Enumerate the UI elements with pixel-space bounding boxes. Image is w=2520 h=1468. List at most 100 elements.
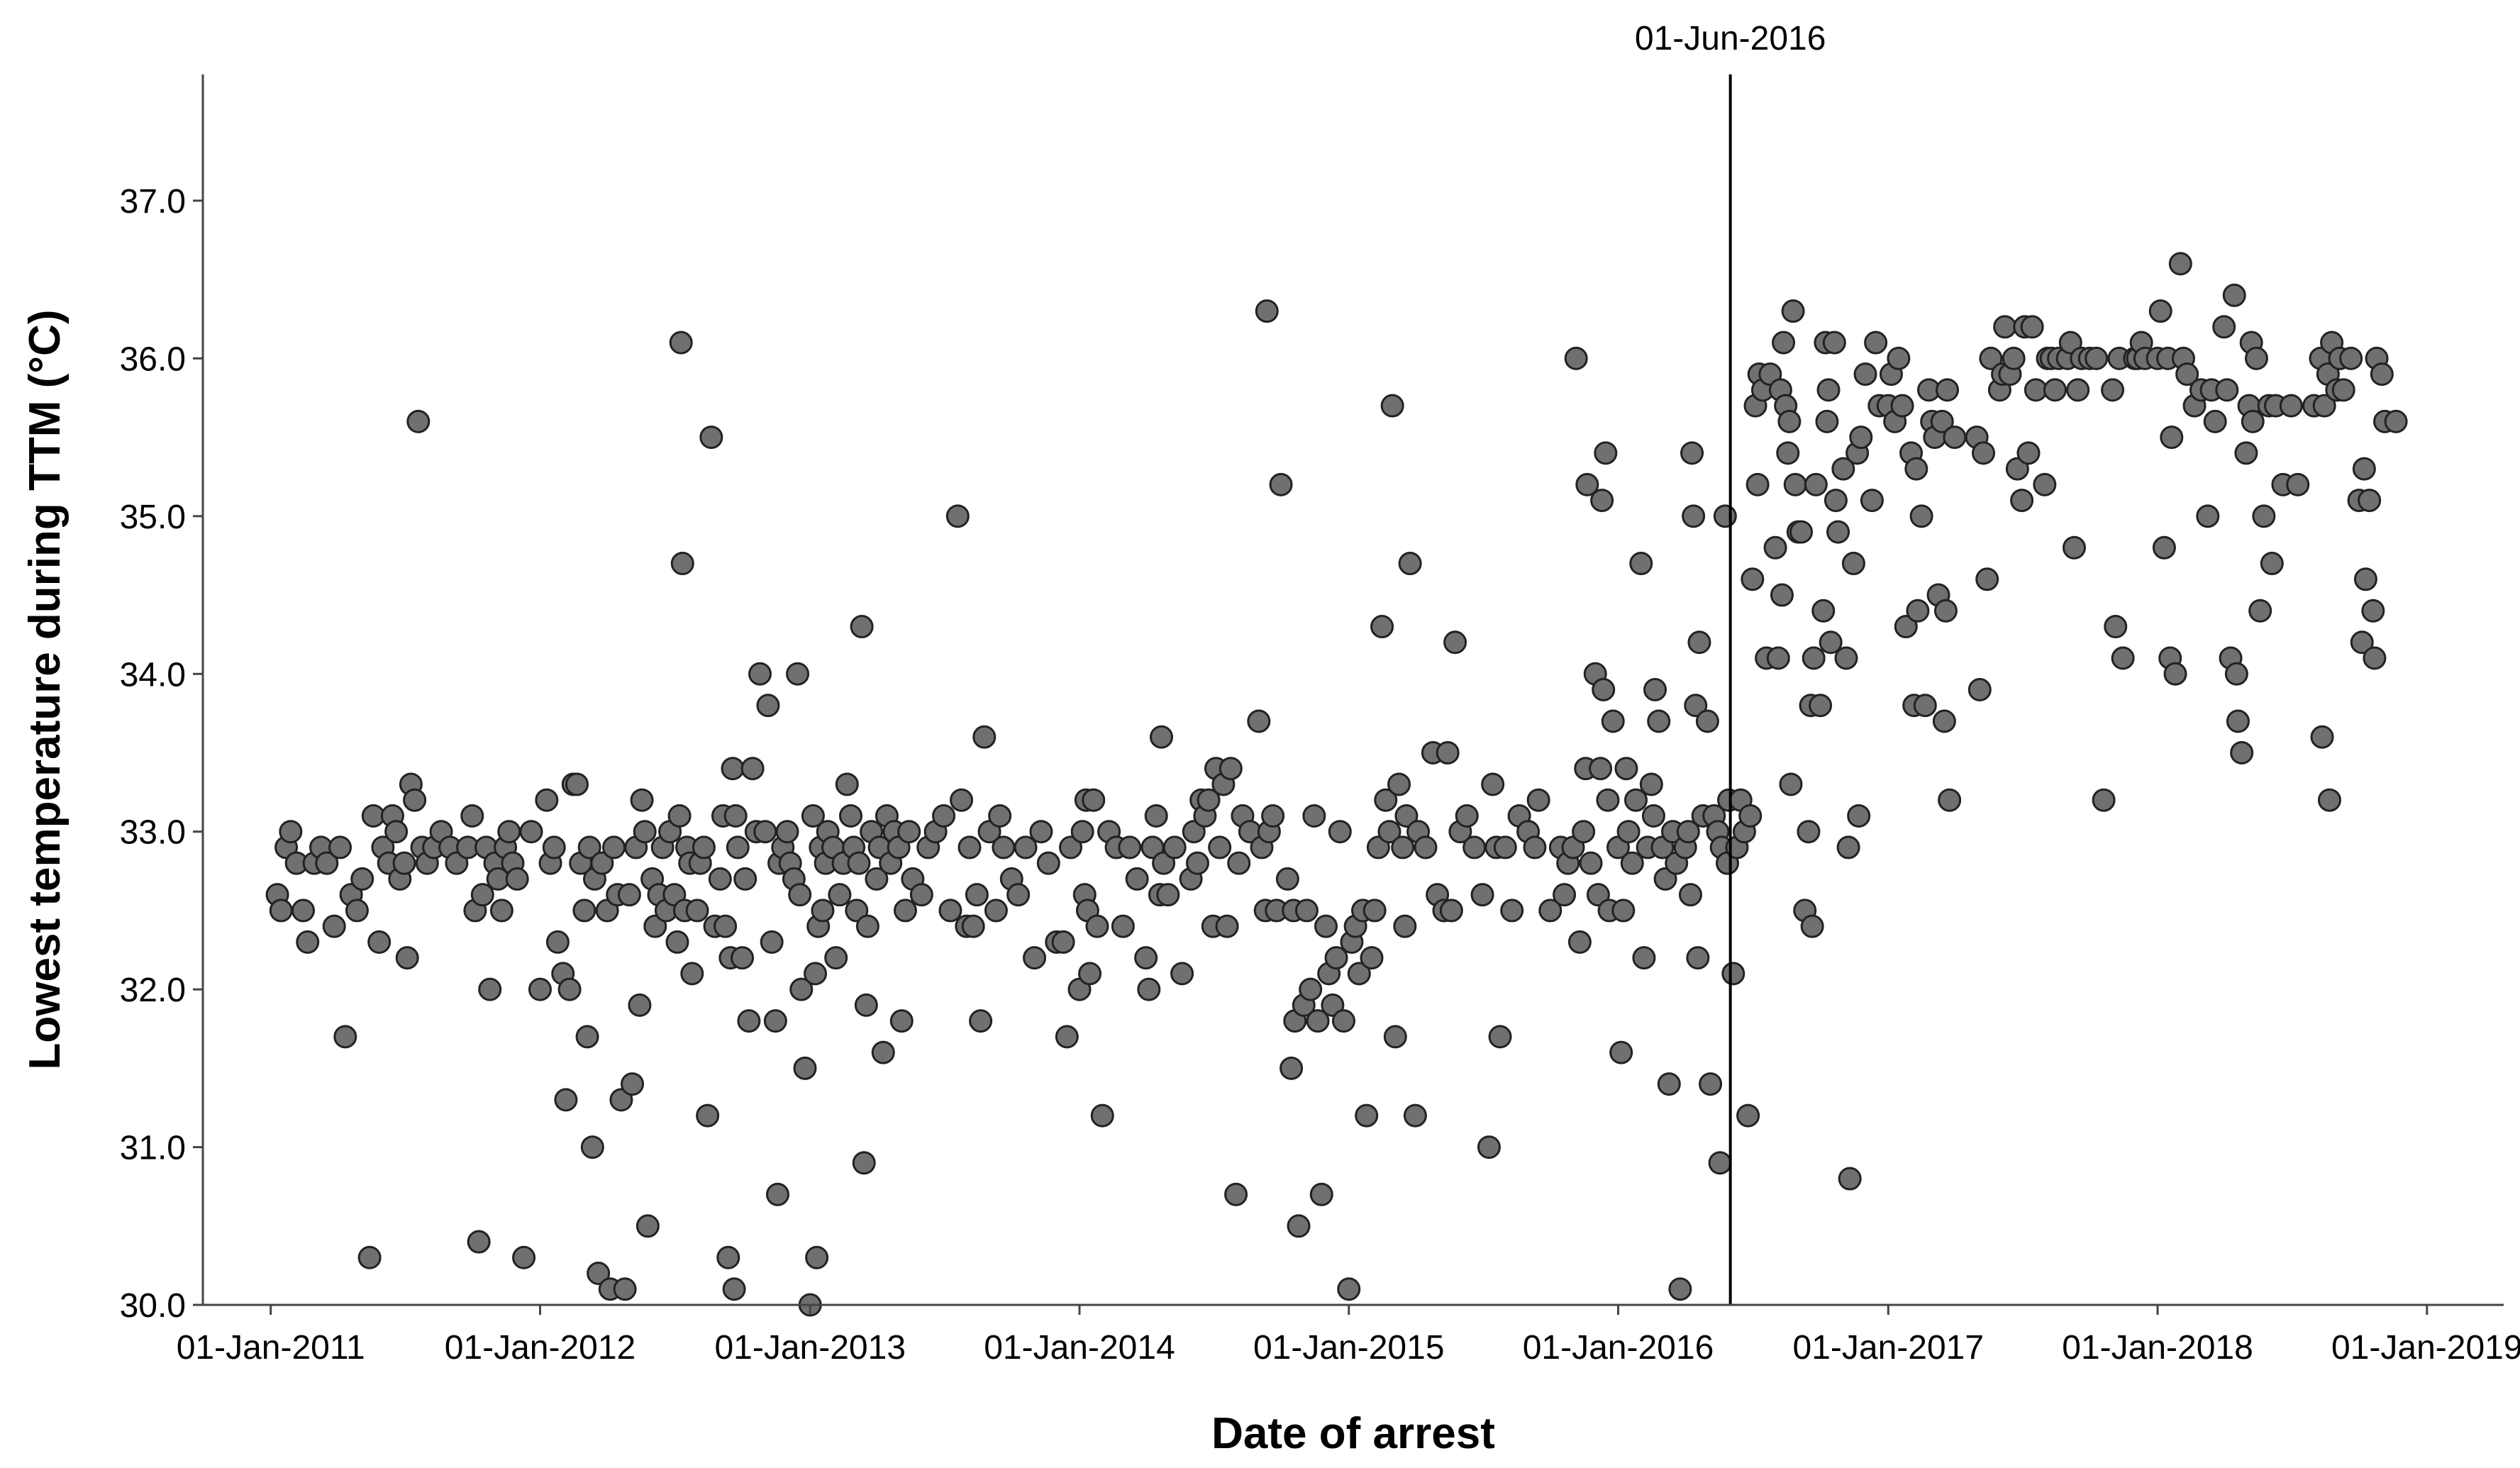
data-point bbox=[565, 772, 589, 796]
data-point bbox=[1488, 1025, 1512, 1049]
y-tick-label: 35.0 bbox=[120, 499, 186, 536]
data-point bbox=[938, 899, 962, 923]
data-point bbox=[1403, 1103, 1427, 1128]
data-point bbox=[665, 930, 689, 954]
data-point bbox=[1269, 472, 1293, 496]
data-point bbox=[1391, 835, 1415, 860]
data-point bbox=[1841, 552, 1865, 576]
data-point bbox=[1979, 346, 2003, 370]
data-point bbox=[1085, 914, 1109, 938]
data-point bbox=[445, 851, 469, 875]
data-point bbox=[2252, 504, 2276, 528]
data-point bbox=[1629, 552, 1653, 576]
data-point bbox=[1930, 409, 1954, 433]
data-point bbox=[847, 851, 871, 875]
data-point bbox=[1170, 962, 1194, 986]
x-tick-label: 01-Jan-2013 bbox=[714, 1329, 906, 1367]
data-point bbox=[1590, 489, 1614, 513]
data-point bbox=[333, 1025, 357, 1049]
data-point bbox=[716, 1245, 740, 1269]
data-point bbox=[1676, 820, 1700, 844]
data-point bbox=[722, 1277, 746, 1301]
data-point bbox=[2241, 409, 2265, 433]
data-point bbox=[1215, 914, 1239, 938]
data-point bbox=[1682, 504, 1706, 528]
data-point bbox=[748, 662, 772, 686]
data-point bbox=[1370, 615, 1394, 639]
data-point bbox=[1036, 851, 1060, 875]
data-point bbox=[1887, 346, 1911, 370]
data-point bbox=[760, 930, 784, 954]
data-point bbox=[1657, 1072, 1681, 1096]
data-point bbox=[643, 914, 667, 938]
data-point bbox=[505, 867, 529, 891]
data-point bbox=[1538, 899, 1562, 923]
data-point bbox=[753, 820, 777, 844]
data-point bbox=[1197, 788, 1221, 812]
data-point bbox=[1414, 835, 1438, 860]
data-point bbox=[1523, 835, 1547, 860]
data-point bbox=[1849, 426, 1873, 450]
data-point bbox=[1575, 472, 1599, 496]
data-point bbox=[854, 993, 878, 1017]
data-point bbox=[2160, 426, 2184, 450]
data-point bbox=[1586, 883, 1610, 907]
data-point bbox=[2215, 378, 2239, 402]
data-point bbox=[367, 930, 392, 954]
data-point bbox=[580, 1135, 604, 1160]
data-point bbox=[2005, 457, 2029, 481]
data-point bbox=[1255, 299, 1279, 323]
data-point bbox=[1975, 567, 1999, 591]
data-point bbox=[2212, 315, 2236, 339]
data-point bbox=[279, 820, 303, 844]
data-point bbox=[1653, 867, 1677, 891]
data-point bbox=[1938, 788, 1962, 812]
x-axis-ticks: 01-Jan-2011 01-Jan-2012 01-Jan-2013 01-Jan-… bbox=[177, 1305, 2520, 1367]
data-point bbox=[1377, 820, 1401, 844]
data-point bbox=[1936, 378, 1960, 402]
x-tick-label: 01-Jan-2016 bbox=[1523, 1329, 1714, 1367]
x-tick-label: 01-Jan-2011 bbox=[177, 1329, 365, 1367]
data-point bbox=[1029, 820, 1053, 844]
data-point bbox=[1904, 457, 1928, 481]
data-point bbox=[1398, 552, 1422, 576]
data-point bbox=[2226, 709, 2250, 733]
data-point bbox=[1500, 899, 1524, 923]
data-point bbox=[1078, 962, 1102, 986]
y-tick-label: 32.0 bbox=[120, 972, 186, 1009]
data-point bbox=[1678, 883, 1702, 907]
data-point bbox=[897, 820, 921, 844]
data-point bbox=[535, 788, 559, 812]
data-point bbox=[1777, 409, 1802, 433]
data-point bbox=[1804, 472, 1828, 496]
data-point bbox=[786, 662, 810, 686]
data-point bbox=[512, 1245, 536, 1269]
data-point bbox=[467, 1230, 491, 1254]
data-point bbox=[1328, 820, 1352, 844]
data-point bbox=[1366, 835, 1390, 860]
data-point bbox=[1219, 757, 1243, 781]
data-point bbox=[2350, 630, 2374, 655]
data-point bbox=[1800, 914, 1824, 938]
data-point bbox=[1972, 441, 1996, 465]
y-axis-title: Lowest temperature during TTM (°C) bbox=[21, 310, 70, 1070]
data-point bbox=[1632, 946, 1656, 970]
data-point bbox=[2248, 599, 2272, 623]
data-point bbox=[1443, 630, 1467, 655]
data-point bbox=[587, 1262, 611, 1286]
data-point bbox=[2010, 489, 2034, 513]
data-point bbox=[852, 1151, 876, 1175]
data-point bbox=[1738, 803, 1763, 828]
data-point bbox=[680, 962, 704, 986]
data-point bbox=[1014, 835, 1038, 860]
data-point bbox=[1321, 993, 1345, 1017]
data-point bbox=[1770, 583, 1794, 607]
data-point bbox=[1783, 472, 1807, 496]
data-point bbox=[1564, 346, 1588, 370]
data-point bbox=[972, 725, 997, 749]
data-point bbox=[1614, 757, 1638, 781]
data-point bbox=[1294, 899, 1319, 923]
data-point bbox=[590, 851, 614, 875]
data-point bbox=[1932, 709, 1956, 733]
